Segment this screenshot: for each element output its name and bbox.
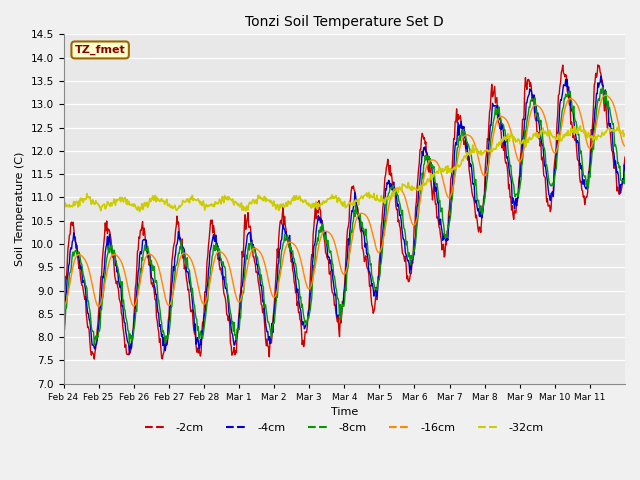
Y-axis label: Soil Temperature (C): Soil Temperature (C) xyxy=(15,152,25,266)
Text: TZ_fmet: TZ_fmet xyxy=(75,45,125,55)
X-axis label: Time: Time xyxy=(331,408,358,417)
Title: Tonzi Soil Temperature Set D: Tonzi Soil Temperature Set D xyxy=(245,15,444,29)
Legend: -2cm, -4cm, -8cm, -16cm, -32cm: -2cm, -4cm, -8cm, -16cm, -32cm xyxy=(140,419,548,438)
